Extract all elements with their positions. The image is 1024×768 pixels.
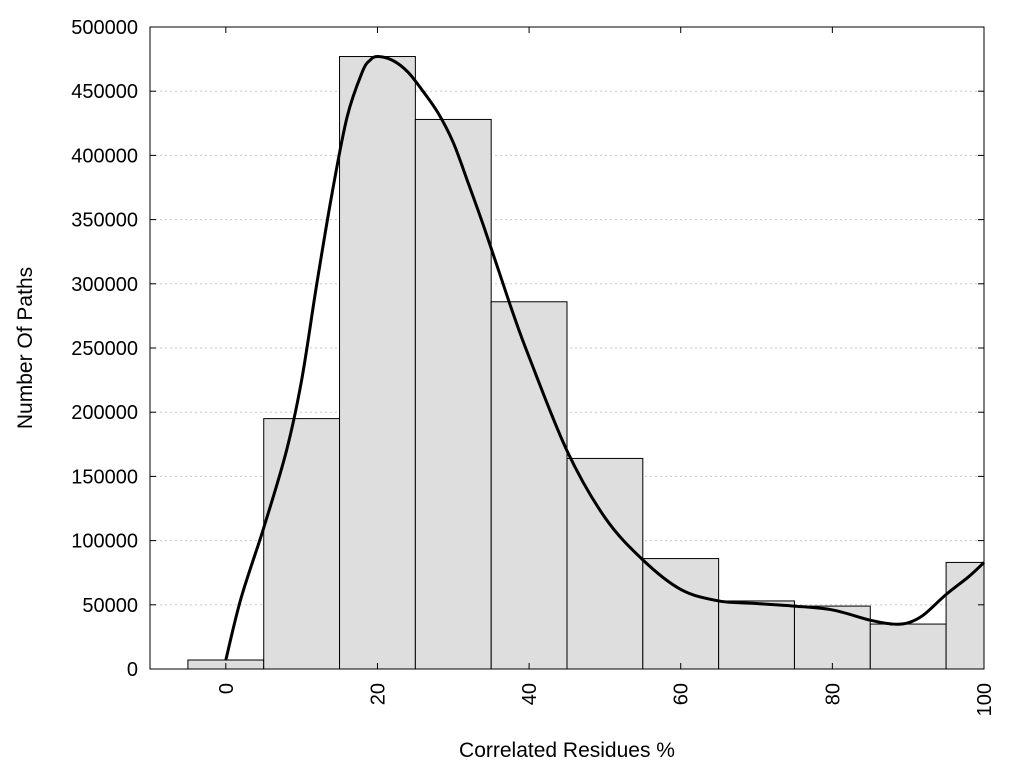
x-tick-label: 20 — [367, 683, 389, 705]
histogram-bar — [264, 419, 340, 669]
histogram-bar — [567, 458, 643, 669]
histogram-bar — [870, 624, 946, 669]
y-tick-label: 450000 — [71, 81, 138, 103]
histogram-bar — [719, 601, 795, 669]
histogram-bar — [415, 119, 491, 669]
y-axis-title: Number Of Paths — [14, 267, 37, 429]
histogram-bar — [643, 559, 719, 669]
y-tick-label: 350000 — [71, 210, 138, 232]
y-tick-label: 50000 — [82, 595, 138, 617]
x-tick-label: 0 — [216, 683, 238, 694]
y-tick-label: 100000 — [71, 531, 138, 553]
y-tick-label: 0 — [127, 659, 138, 681]
bars — [188, 57, 984, 669]
histogram-bar — [340, 57, 416, 669]
y-tick-label: 400000 — [71, 145, 138, 167]
y-tick-label: 200000 — [71, 402, 138, 424]
x-tick-label: 40 — [519, 683, 541, 705]
x-tick-label: 80 — [822, 683, 844, 705]
y-tick-label: 250000 — [71, 338, 138, 360]
y-tick-label: 500000 — [71, 17, 138, 39]
x-axis-title: Correlated Residues % — [459, 739, 675, 762]
y-tick-label: 300000 — [71, 274, 138, 296]
y-tick-label: 150000 — [71, 466, 138, 488]
x-tick-label: 60 — [671, 683, 693, 705]
x-tick-label: 100 — [974, 683, 996, 716]
